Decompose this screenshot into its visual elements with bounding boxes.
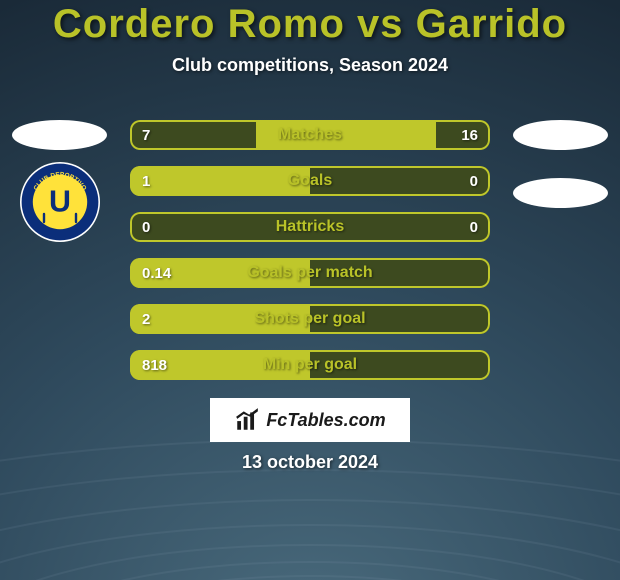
watermark: FcTables.com xyxy=(210,398,410,442)
stat-label: Hattricks xyxy=(130,218,490,236)
stat-label: Min per goal xyxy=(130,356,490,374)
stat-row: 818Min per goal xyxy=(130,350,490,380)
stat-row: 1Goals0 xyxy=(130,166,490,196)
date-text: 13 october 2024 xyxy=(0,452,620,473)
stat-row: 7Matches16 xyxy=(130,120,490,150)
subtitle: Club competitions, Season 2024 xyxy=(0,55,620,76)
badge-oval-right-1 xyxy=(513,120,608,150)
stat-row: 2Shots per goal xyxy=(130,304,490,334)
stat-row: 0.14Goals per match xyxy=(130,258,490,288)
watermark-text: FcTables.com xyxy=(266,410,385,431)
svg-text:U: U xyxy=(49,185,71,219)
badges-right xyxy=(513,120,608,208)
page-title: Cordero Romo vs Garrido xyxy=(0,0,620,47)
club-badge-left: CLUB DEPORTIVO U xyxy=(20,162,100,242)
stat-label: Matches xyxy=(130,126,490,144)
stat-row: 0Hattricks0 xyxy=(130,212,490,242)
stat-label: Goals per match xyxy=(130,264,490,282)
badge-oval-right-2 xyxy=(513,178,608,208)
badges-left: CLUB DEPORTIVO U xyxy=(12,120,107,242)
stat-label: Goals xyxy=(130,172,490,190)
chart-icon xyxy=(234,407,260,433)
stat-label: Shots per goal xyxy=(130,310,490,328)
badge-oval-left xyxy=(12,120,107,150)
stats-container: 7Matches16 1Goals0 0Hattricks0 0.14Goals pe… xyxy=(130,120,490,380)
